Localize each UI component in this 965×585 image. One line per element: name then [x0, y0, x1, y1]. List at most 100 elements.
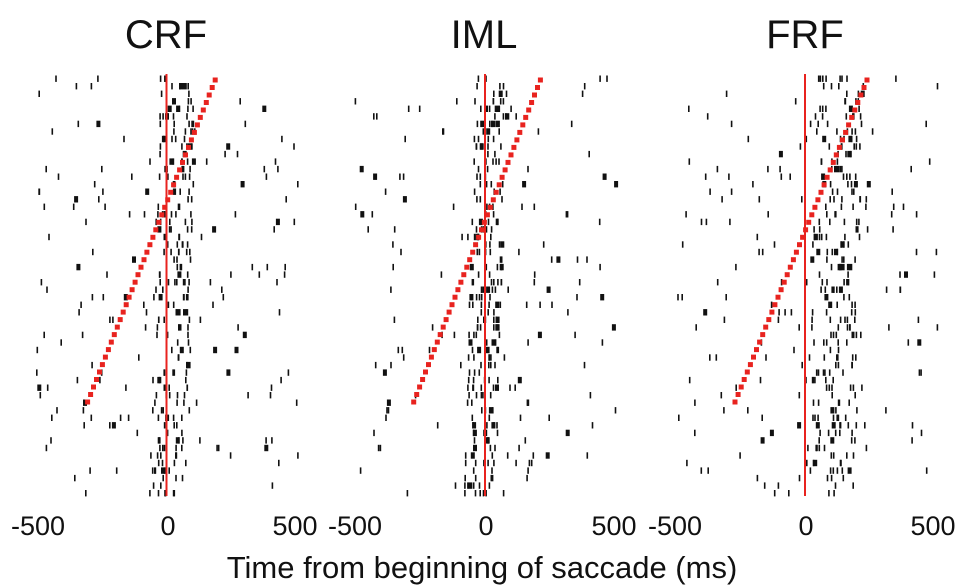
- spike-mark: [904, 271, 908, 278]
- spike-mark: [533, 271, 536, 278]
- spike-mark: [157, 490, 160, 497]
- alignment-marker: [484, 212, 490, 218]
- spike-mark: [468, 339, 473, 346]
- spike-mark: [488, 361, 490, 369]
- spike-mark: [287, 369, 290, 376]
- spike-mark: [187, 98, 190, 105]
- spike-mark: [280, 376, 282, 384]
- spike-mark: [471, 279, 474, 286]
- spike-mark: [51, 414, 53, 421]
- spike-mark: [477, 271, 480, 278]
- spike-mark: [431, 324, 434, 331]
- spike-mark: [157, 211, 159, 218]
- spike-mark: [175, 309, 178, 316]
- spike-mark: [865, 444, 868, 452]
- spike-mark: [842, 474, 845, 482]
- spike-mark: [456, 98, 458, 105]
- spike-mark: [173, 128, 175, 135]
- spike-mark: [386, 399, 391, 406]
- spike-mark: [480, 392, 483, 399]
- spike-mark: [477, 75, 480, 82]
- alignment-marker: [94, 377, 99, 382]
- spike-mark: [844, 233, 846, 241]
- spike-mark: [39, 392, 42, 399]
- spike-mark: [496, 429, 499, 437]
- spike-mark: [192, 181, 195, 188]
- spike-mark: [490, 181, 493, 188]
- spike-mark: [539, 301, 541, 308]
- spike-mark: [474, 98, 476, 105]
- spike-mark: [806, 459, 808, 467]
- x-tick-label-crf-min: -500: [11, 511, 65, 541]
- spike-mark: [393, 226, 396, 233]
- spike-mark: [402, 196, 407, 203]
- spike-mark: [837, 324, 840, 331]
- spike-mark: [830, 407, 835, 414]
- spike-mark: [611, 324, 616, 331]
- spike-mark: [184, 173, 187, 180]
- spike-mark: [760, 437, 765, 444]
- spike-mark: [72, 203, 75, 210]
- spike-mark: [813, 226, 815, 233]
- spike-mark: [163, 422, 166, 429]
- spike-mark: [499, 188, 501, 195]
- spike-mark: [172, 301, 175, 308]
- spike-mark: [111, 422, 116, 429]
- spike-mark: [480, 384, 483, 391]
- spike-mark: [799, 143, 802, 150]
- spike-mark: [735, 384, 737, 391]
- spike-mark: [258, 271, 261, 278]
- spike-mark: [614, 181, 619, 188]
- spike-mark: [832, 376, 834, 384]
- spike-mark: [440, 271, 443, 278]
- alignment-marker: [209, 85, 215, 90]
- spike-mark: [486, 286, 491, 293]
- spike-mark: [767, 165, 769, 173]
- alignment-marker: [818, 189, 824, 195]
- spike-mark: [474, 490, 477, 497]
- spike-mark: [131, 173, 133, 180]
- spike-mark: [185, 459, 187, 467]
- spike-mark: [91, 294, 94, 301]
- alignment-marker: [747, 362, 753, 368]
- spike-mark: [167, 173, 169, 180]
- spike-mark: [158, 294, 163, 301]
- spike-mark: [763, 482, 766, 489]
- spike-mark: [199, 437, 201, 444]
- spike-mark: [159, 120, 162, 128]
- spike-mark: [487, 143, 489, 150]
- alignment-marker: [458, 279, 464, 285]
- spike-mark: [910, 165, 912, 173]
- spike-mark: [565, 429, 570, 437]
- spike-mark: [262, 105, 267, 112]
- spike-mark: [387, 407, 390, 414]
- spike-mark: [163, 248, 165, 256]
- spike-mark: [705, 218, 708, 226]
- spike-mark: [152, 376, 154, 384]
- spike-mark: [830, 263, 833, 271]
- spike-mark: [499, 301, 502, 308]
- spike-mark: [809, 120, 812, 128]
- spike-mark: [489, 392, 492, 399]
- spike-mark: [502, 113, 505, 120]
- alignment-marker: [443, 317, 449, 323]
- spike-mark: [830, 452, 833, 459]
- spike-mark: [495, 120, 500, 128]
- spike-mark: [359, 165, 364, 173]
- alignment-marker: [517, 129, 523, 135]
- spike-mark: [480, 105, 482, 112]
- spike-mark: [918, 369, 921, 376]
- spike-mark: [911, 422, 914, 429]
- spike-mark: [833, 490, 835, 497]
- spike-mark: [857, 90, 860, 97]
- spike-mark: [192, 105, 194, 112]
- spike-mark: [487, 150, 489, 158]
- spike-mark: [591, 422, 594, 429]
- spike-mark: [837, 361, 840, 369]
- spike-mark: [855, 422, 858, 429]
- spike-mark: [500, 279, 503, 286]
- spike-mark: [55, 75, 57, 82]
- spike-mark: [846, 263, 849, 271]
- alignment-marker: [105, 347, 111, 353]
- spike-mark: [157, 414, 160, 421]
